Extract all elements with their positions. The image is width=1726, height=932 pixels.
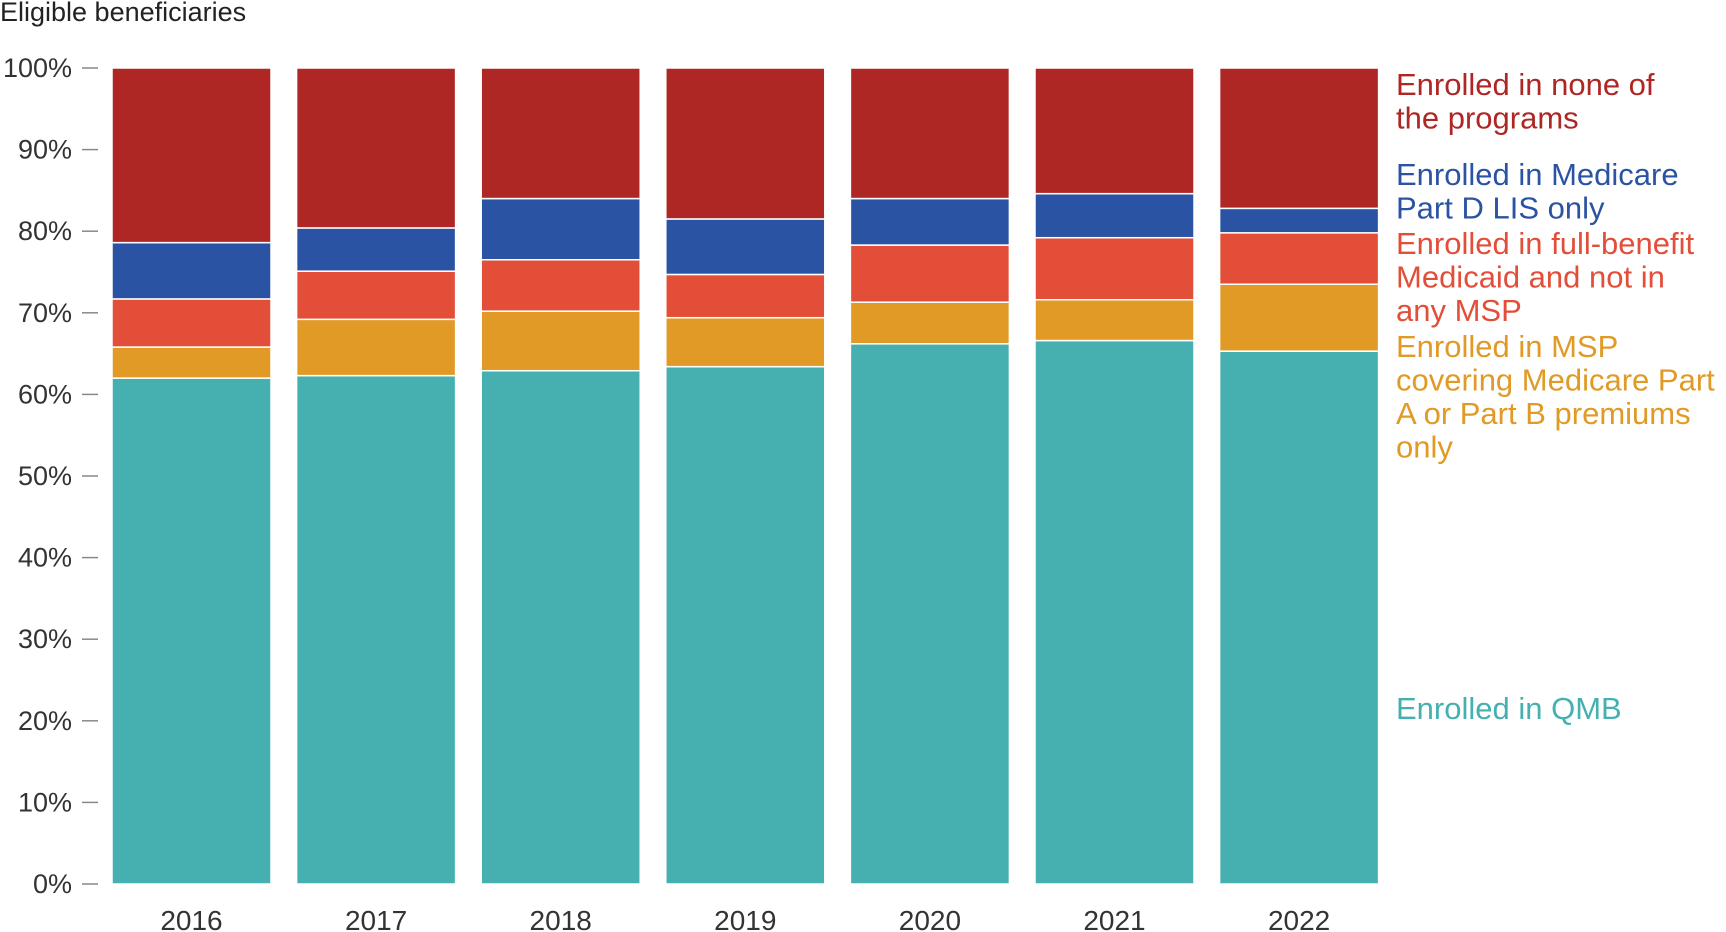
x-tick-label: 2021 bbox=[1083, 905, 1145, 932]
bar-segment bbox=[295, 227, 457, 272]
bar-stack-2021 bbox=[1034, 67, 1195, 885]
bar-segment bbox=[1218, 232, 1380, 285]
y-axis-title: Eligible beneficiaries bbox=[0, 0, 246, 27]
bar-segment bbox=[1034, 339, 1195, 885]
bar-segment bbox=[295, 67, 457, 229]
bar-segment bbox=[1218, 283, 1380, 352]
bar-segment bbox=[1034, 298, 1195, 342]
legend-label-line: the programs bbox=[1396, 101, 1579, 136]
bar-segment bbox=[849, 67, 1011, 200]
bar-stack-2020 bbox=[849, 67, 1011, 885]
bar-segment bbox=[1218, 67, 1380, 210]
legend-entry: Enrolled in QMB bbox=[1396, 691, 1622, 726]
bar-stack-2019 bbox=[665, 67, 826, 885]
legend-label-line: Medicaid and not in bbox=[1396, 260, 1665, 295]
legend-label-line: Enrolled in QMB bbox=[1396, 691, 1622, 726]
bar-segment bbox=[849, 343, 1011, 885]
x-tick-label: 2016 bbox=[160, 905, 222, 932]
bar-stack-2018 bbox=[480, 67, 641, 885]
x-axis: 2016 2017 2018 2019 2020 2021 2022 bbox=[160, 905, 1330, 932]
bar-segment bbox=[1034, 67, 1195, 195]
bar-segment bbox=[665, 218, 826, 276]
bar-segment bbox=[295, 374, 457, 885]
y-tick-label: 80% bbox=[18, 216, 72, 246]
bar-segment bbox=[111, 377, 272, 885]
y-tick-label: 50% bbox=[18, 461, 72, 491]
bar-segment bbox=[665, 316, 826, 368]
x-tick-label: 2022 bbox=[1268, 905, 1330, 932]
legend-label-line: any MSP bbox=[1396, 293, 1522, 328]
y-tick-label: 10% bbox=[18, 787, 72, 817]
y-axis: 0% 10% 20% 30% 40% 50% 60% 70% 80% 90% 100% bbox=[3, 53, 98, 899]
legend-label-line: A or Part B premiums bbox=[1396, 396, 1691, 431]
bar-stack-2016 bbox=[111, 67, 272, 885]
y-tick-label: 0% bbox=[33, 869, 72, 899]
x-tick-label: 2017 bbox=[345, 905, 407, 932]
legend-label-line: covering Medicare Part bbox=[1396, 363, 1715, 398]
bar-stack-2017 bbox=[295, 67, 457, 885]
bar-segment bbox=[111, 241, 272, 300]
y-tick-label: 70% bbox=[18, 298, 72, 328]
bar-segment bbox=[665, 273, 826, 319]
y-tick-label: 100% bbox=[3, 53, 72, 83]
bar-segment bbox=[480, 259, 641, 312]
x-tick-label: 2020 bbox=[899, 905, 961, 932]
bar-segment bbox=[111, 67, 272, 244]
bar-stack-2022 bbox=[1218, 67, 1380, 885]
x-tick-label: 2019 bbox=[714, 905, 776, 932]
bar-segment bbox=[111, 346, 272, 379]
bar-segment bbox=[1218, 207, 1380, 234]
x-tick-label: 2018 bbox=[530, 905, 592, 932]
bar-segment bbox=[295, 270, 457, 321]
bar-segment bbox=[665, 365, 826, 885]
y-tick-label: 30% bbox=[18, 624, 72, 654]
legend-label-line: Enrolled in MSP bbox=[1396, 329, 1618, 364]
bar-segment bbox=[1034, 236, 1195, 301]
bar-segment bbox=[849, 197, 1011, 246]
legend-label-line: Part D LIS only bbox=[1396, 191, 1605, 226]
y-tick-label: 60% bbox=[18, 379, 72, 409]
bar-segment bbox=[480, 197, 641, 261]
bar-segment bbox=[849, 244, 1011, 303]
bar-segment bbox=[1034, 192, 1195, 239]
bar-segment bbox=[1218, 350, 1380, 885]
legend-label-line: Enrolled in Medicare bbox=[1396, 157, 1679, 192]
bar-segment bbox=[849, 301, 1011, 345]
bars bbox=[111, 67, 1380, 885]
legend-label-line: Enrolled in none of bbox=[1396, 67, 1655, 102]
legend-label-line: only bbox=[1396, 430, 1453, 465]
y-tick-label: 40% bbox=[18, 543, 72, 573]
bar-segment bbox=[295, 318, 457, 377]
bar-segment bbox=[111, 298, 272, 348]
bar-segment bbox=[480, 310, 641, 372]
legend-label-line: Enrolled in full-benefit bbox=[1396, 226, 1695, 261]
y-tick-label: 20% bbox=[18, 706, 72, 736]
bar-segment bbox=[665, 67, 826, 220]
bar-segment bbox=[480, 369, 641, 885]
bar-segment bbox=[480, 67, 641, 200]
y-tick-label: 90% bbox=[18, 135, 72, 165]
